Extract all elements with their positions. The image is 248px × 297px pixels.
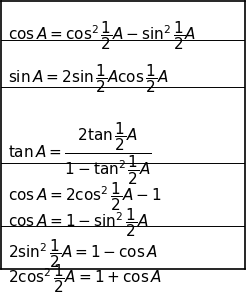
Text: $2\sin^2 \dfrac{1}{2}A = 1 - \cos A$: $2\sin^2 \dfrac{1}{2}A = 1 - \cos A$	[8, 237, 158, 270]
Text: $2\cos^2 \dfrac{1}{2}A = 1 + \cos A$: $2\cos^2 \dfrac{1}{2}A = 1 + \cos A$	[8, 263, 162, 295]
Text: $\sin A = 2\sin \dfrac{1}{2}A \cos \dfrac{1}{2}A$: $\sin A = 2\sin \dfrac{1}{2}A \cos \dfra…	[8, 62, 169, 95]
Text: $\cos A = 1 - \sin^2 \dfrac{1}{2}A$: $\cos A = 1 - \sin^2 \dfrac{1}{2}A$	[8, 206, 149, 239]
Text: $\cos A = \cos^2 \dfrac{1}{2}A - \sin^2 \dfrac{1}{2}A$: $\cos A = \cos^2 \dfrac{1}{2}A - \sin^2 …	[8, 20, 196, 52]
Text: $\cos A = 2\cos^2 \dfrac{1}{2}A - 1$: $\cos A = 2\cos^2 \dfrac{1}{2}A - 1$	[8, 181, 162, 214]
Text: $\tan A = \dfrac{2\tan \dfrac{1}{2}A}{1 - \tan^2 \dfrac{1}{2}A}$: $\tan A = \dfrac{2\tan \dfrac{1}{2}A}{1 …	[8, 120, 152, 187]
